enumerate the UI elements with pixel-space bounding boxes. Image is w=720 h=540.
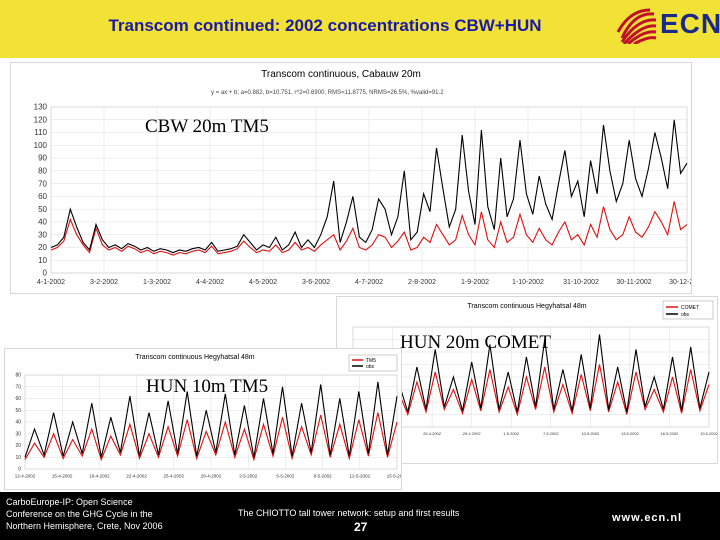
x-tick-label: 25.4.2002 xyxy=(423,431,442,436)
y-tick-label: 120 xyxy=(34,115,48,124)
label-cbw: CBW 20m TM5 xyxy=(145,116,269,137)
x-tick-label: 7.5.2002 xyxy=(543,431,559,436)
y-tick-label: 0 xyxy=(43,269,48,278)
footer-line1: CarboEurope-IP: Open Science xyxy=(6,497,133,507)
chart-hun10: Transcom continuous Hegyhatsal 48m TM5 o… xyxy=(15,354,408,479)
y-tick-label: 70 xyxy=(15,384,21,390)
y-tick-label: 0 xyxy=(18,467,21,473)
legend-label-model: COMET xyxy=(681,305,699,311)
y-tick-label: 30 xyxy=(15,431,21,437)
series-line-1 xyxy=(50,119,688,254)
footer-line2: Conference on the GHG Cycle in the xyxy=(6,509,153,519)
x-tick-label: 16.5.2002 xyxy=(661,431,680,436)
chart-title: Transcom continuous Hegyhatsal 48m xyxy=(135,354,254,361)
chart-subtitle: y = ax + b; a=0.882, b=10.751, r^2=0.690… xyxy=(211,90,444,96)
x-tick-label: 12-4-2002 xyxy=(15,474,36,479)
chart-cabauw-panel: Transcom continuous, Cabauw 20m y = ax +… xyxy=(10,62,705,294)
y-tick-label: 10 xyxy=(38,256,47,265)
ecn-logo: ECN xyxy=(614,8,720,46)
footer-url[interactable]: www.ecn.nl xyxy=(612,512,683,524)
x-tick-label: 25-4-2002 xyxy=(164,474,185,479)
y-tick-label: 20 xyxy=(38,243,47,252)
legend-box xyxy=(348,354,398,372)
y-tick-label: 50 xyxy=(38,205,47,214)
x-tick-label: 30-12-2002 xyxy=(669,279,691,286)
x-tick-label: 1-10-2002 xyxy=(512,279,544,286)
x-tick-label: 22-4-2002 xyxy=(126,474,147,479)
series-line-0 xyxy=(24,412,398,462)
x-tick-label: 8-5-2002 xyxy=(314,474,333,479)
series-line-0 xyxy=(352,364,710,417)
chart-title: Transcom continuous Hegyhatsal 48m xyxy=(467,303,586,310)
y-tick-label: 40 xyxy=(38,218,47,227)
x-tick-label: 13.5.2002 xyxy=(621,431,640,436)
y-tick-label: 70 xyxy=(38,179,47,188)
x-tick-label: 3-6-2002 xyxy=(302,279,330,286)
x-tick-label: 30-11-2002 xyxy=(616,279,651,286)
x-tick-label: 12-5-2002 xyxy=(350,474,371,479)
y-tick-label: 60 xyxy=(38,192,47,201)
slide-footer: CarboEurope-IP: Open Science Conference … xyxy=(0,492,720,540)
page-number: 27 xyxy=(354,520,368,534)
x-tick-label: 4-7-2002 xyxy=(355,279,383,286)
x-tick-label: 31-10-2002 xyxy=(563,279,599,286)
x-tick-label: 5-5-2002 xyxy=(276,474,295,479)
chart-hun10-panel: Transcom continuous Hegyhatsal 48m TM5 o… xyxy=(4,348,408,490)
series-line-1 xyxy=(352,334,710,413)
x-tick-label: 10.5.2002 xyxy=(581,431,600,436)
legend-label-obs: obs xyxy=(366,364,375,370)
series-line-1 xyxy=(24,381,398,458)
legend-label-obs: obs xyxy=(681,312,690,318)
chart-hun20: Transcom continuous Hegyhatsal 48m COMET… xyxy=(344,300,719,436)
footer-conference: CarboEurope-IP: Open Science Conference … xyxy=(6,496,163,532)
y-tick-label: 40 xyxy=(15,420,21,426)
x-tick-label: 1.5.2002 xyxy=(503,431,519,436)
footer-line3: Northern Hemisphere, Crete, Nov 2006 xyxy=(6,521,163,531)
x-tick-label: 28-4-2002 xyxy=(201,474,222,479)
y-tick-label: 20 xyxy=(15,443,21,449)
x-tick-label: 15-4-2002 xyxy=(52,474,73,479)
y-tick-label: 80 xyxy=(15,373,21,379)
slide-title: Transcom continued: 2002 concentrations … xyxy=(108,16,542,35)
y-tick-label: 30 xyxy=(38,230,47,239)
y-tick-label: 80 xyxy=(38,167,47,176)
label-hun20: HUN 20m COMET xyxy=(400,332,551,353)
x-tick-label: 3-2-2002 xyxy=(90,279,118,286)
x-tick-label: 4-5-2002 xyxy=(249,279,277,286)
x-tick-label: 29.4.2002 xyxy=(463,431,482,436)
y-tick-label: 60 xyxy=(15,396,21,402)
logo-text: ECN xyxy=(660,8,720,39)
x-tick-label: 1-9-2002 xyxy=(461,279,489,286)
ecn-logo-mark-icon xyxy=(616,8,657,46)
y-tick-label: 50 xyxy=(15,408,21,414)
x-tick-label: 4-4-2002 xyxy=(196,279,224,286)
slide-header xyxy=(0,0,720,58)
x-tick-label: 2-8-2002 xyxy=(408,279,436,286)
y-tick-label: 110 xyxy=(34,128,47,137)
label-hun10: HUN 10m TM5 xyxy=(146,376,269,397)
chart-cabauw: Transcom continuous, Cabauw 20m y = ax +… xyxy=(34,69,705,286)
x-tick-label: 18-4-2002 xyxy=(89,474,110,479)
x-tick-label: 15-5-2002 xyxy=(387,474,401,479)
y-tick-label: 10 xyxy=(15,455,21,461)
series-line-0 xyxy=(50,201,688,256)
legend-label-model: TM5 xyxy=(366,358,376,364)
x-tick-label: 2-5-2002 xyxy=(239,474,258,479)
x-tick-label: 19.5.2002 xyxy=(700,431,717,436)
footer-talk-title: The CHIOTTO tall tower network: setup an… xyxy=(238,508,460,518)
y-tick-label: 130 xyxy=(34,103,48,112)
y-tick-label: 90 xyxy=(38,154,47,163)
x-tick-label: 1-3-2002 xyxy=(143,279,171,286)
y-tick-label: 100 xyxy=(34,141,48,150)
x-tick-label: 4-1-2002 xyxy=(37,279,65,286)
chart-title: Transcom continuous, Cabauw 20m xyxy=(261,69,421,80)
